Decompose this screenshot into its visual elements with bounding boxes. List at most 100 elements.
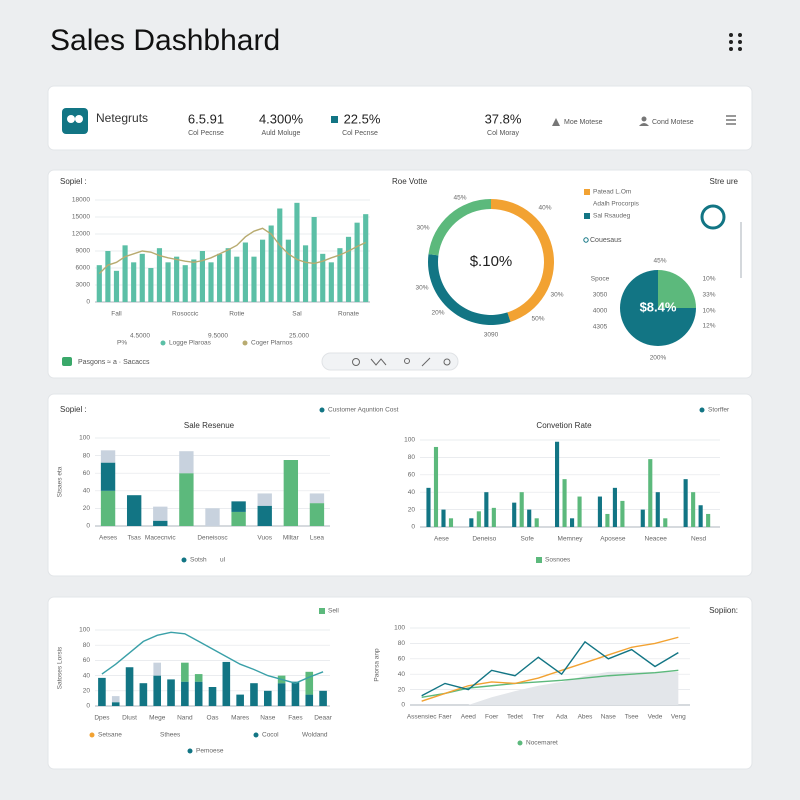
legend-label: Nocemaret [526,740,558,747]
x-tick-label: Nand [177,715,193,722]
x-tick-label: Deneiso [472,536,496,543]
bar [182,265,188,302]
x-tick-label: Aeses [99,535,118,542]
brand-icon [62,108,88,134]
bar [433,446,439,527]
bar [706,513,711,527]
y-tick-label: 60 [83,657,91,664]
annotation: 3050 [593,292,608,299]
bar [441,509,446,527]
annotation: 200% [650,355,667,362]
x-tick-label: Veng [671,714,686,721]
bar [260,239,266,302]
x-tick-label: Faer [438,714,452,721]
y-tick-label: 100 [79,627,90,634]
link[interactable]: Moe Motese [564,119,603,126]
kpi-card [47,85,753,151]
bar [100,450,116,463]
x-tick-label: Aposese [600,536,626,543]
x-tick-label: Nase [260,715,276,722]
list-button[interactable] [726,115,736,125]
card [47,393,753,577]
card [47,169,753,379]
y-tick-label: 100 [79,435,90,442]
brand-icon-glyph [75,115,83,123]
pie-segment [428,199,491,256]
kpi-label: Auld Moluge [262,130,301,137]
legend-label: Sell [328,608,339,615]
toolbar-button[interactable] [421,357,431,367]
x-tick-label: Nase [601,714,617,721]
y-tick-label: 60 [398,656,406,663]
panel-footer: Pasgons ≈ a · Sacaccs [78,359,150,366]
line [98,227,366,275]
bar [257,493,272,506]
bar [354,222,360,302]
bar [683,479,688,527]
bar [153,506,168,521]
annotation: 9.5000 [208,333,228,340]
line [421,640,679,697]
legend-marker [517,740,523,746]
title: Sopiel : [60,177,87,186]
y-tick-label: 80 [83,452,91,459]
y-tick-label: 18000 [72,197,90,204]
annotation: 20% [431,310,444,317]
y-tick-label: 3000 [76,282,91,289]
bar [311,217,317,302]
legend-label: Coger Plarnos [251,340,293,347]
bar [534,518,539,527]
toolbar-button[interactable] [443,358,451,366]
bar [319,690,327,706]
y-tick-label: 12000 [72,231,90,238]
x-tick-label: Tsee [625,714,639,721]
bar [577,496,582,527]
toolbar-button[interactable] [352,358,360,366]
annotation: 30% [415,285,428,292]
annotation: 10% [702,308,715,315]
x-tick-label: Tsas [127,535,141,542]
panel-title: Sopiel : [60,405,87,414]
bar [174,256,180,302]
annotation: 45% [453,195,466,202]
toolbar [321,352,459,371]
bar [363,214,369,302]
x-tick-label: Dpes [94,715,110,722]
bar [484,492,489,527]
x-tick-label: Deaar [314,715,333,722]
kpi-value: 4.300% [259,111,304,126]
x-tick-label: Neacee [645,536,668,543]
bar [98,677,106,706]
annotation: 30% [550,292,563,299]
bar [139,253,145,302]
toolbar-button[interactable] [370,358,387,366]
menu-button[interactable] [729,33,742,51]
x-tick-label: Vede [648,714,663,721]
legend-label: Storffer [708,407,730,414]
bar [231,501,246,512]
x-tick-label: Sofe [520,536,534,543]
link-icon [641,116,647,122]
bar [199,251,205,302]
footer-icon [62,357,72,366]
title: Sale Resenue [184,421,235,430]
bar [111,702,120,706]
legend-marker [242,340,248,346]
link[interactable]: Cond Motese [652,119,694,126]
bar [126,495,142,526]
bar [96,265,102,302]
bar [153,662,162,676]
legend-label: Pemoese [196,748,224,755]
bar [597,496,602,527]
legend-marker [584,189,590,195]
bar [250,683,258,706]
bar [231,511,246,526]
pie-segment [620,270,696,346]
bar [655,492,660,527]
pie-segment [658,270,696,308]
x-tick-label: Aese [434,536,449,543]
bar [217,253,223,302]
x-tick-label: Fall [111,311,122,318]
toolbar-button[interactable] [404,358,410,364]
x-tick-label: Sal [292,311,302,318]
